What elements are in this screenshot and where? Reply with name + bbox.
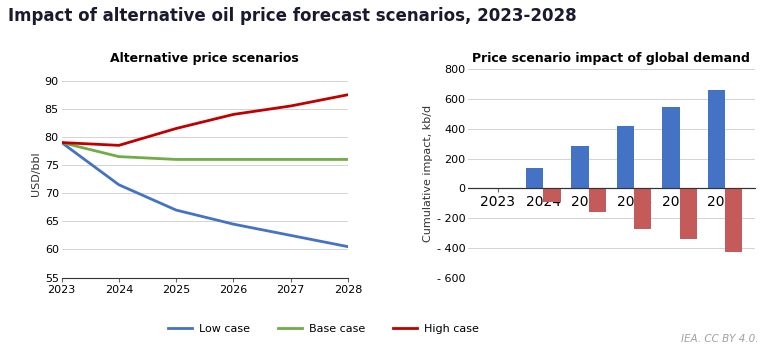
Bar: [571, 146, 589, 188]
Title: Price scenario impact of global demand: Price scenario impact of global demand: [473, 52, 750, 66]
Bar: [617, 126, 634, 188]
Bar: [680, 188, 697, 239]
Title: Alternative price scenarios: Alternative price scenarios: [110, 52, 300, 66]
Bar: [526, 168, 544, 188]
Text: IEA. CC BY 4.0.: IEA. CC BY 4.0.: [681, 333, 758, 344]
Bar: [662, 107, 680, 188]
Bar: [725, 188, 742, 252]
Bar: [634, 188, 651, 229]
Y-axis label: USD/bbl: USD/bbl: [31, 151, 41, 196]
Bar: [708, 90, 725, 188]
Bar: [589, 188, 606, 212]
Y-axis label: Cumulative impact, kb/d: Cumulative impact, kb/d: [423, 105, 433, 242]
Legend: Low case, Base case, High case: Low case, Base case, High case: [163, 319, 484, 338]
Text: Impact of alternative oil price forecast scenarios, 2023-2028: Impact of alternative oil price forecast…: [8, 7, 576, 25]
Bar: [544, 188, 561, 202]
